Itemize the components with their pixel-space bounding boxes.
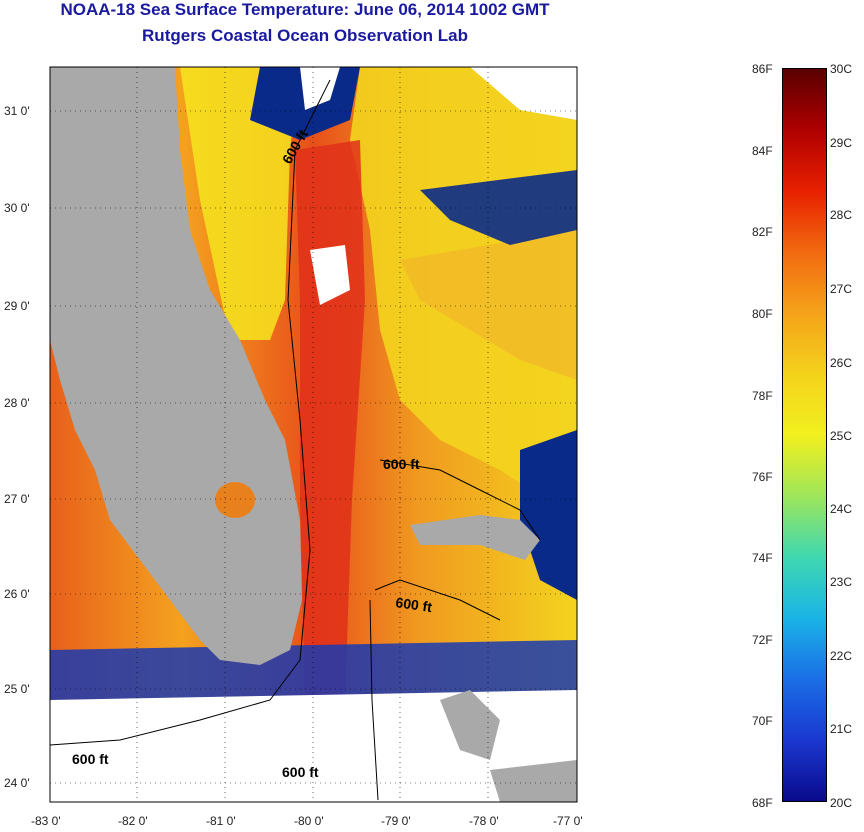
colorbar-c-label: 30C (830, 62, 853, 76)
colorbar-c-label: 24C (830, 502, 853, 516)
cloud-northeast (470, 67, 577, 120)
colorbar-c-label: 20C (830, 796, 853, 810)
lon-label: -83 0' (31, 814, 61, 828)
colorbar-c-label: 28C (830, 208, 853, 222)
lat-label: 25 0' (4, 682, 30, 696)
latitude-axis: 31 0' 30 0' 29 0' 28 0' 27 0' 26 0' 25 0… (4, 104, 30, 790)
lat-label: 24 0' (4, 776, 30, 790)
colorbar-c-label: 27C (830, 282, 853, 296)
contour-600ft-bahamas (379, 459, 541, 541)
map-plot-area: 600 ft 600 ft 600 ft 600 ft 600 ft (50, 67, 577, 802)
cloud-south (50, 690, 577, 802)
lon-label: -81 0' (206, 814, 236, 828)
colorbar-c-label: 21C (830, 722, 853, 736)
lon-label: -79 0' (381, 814, 411, 828)
lat-label: 31 0' (4, 104, 30, 118)
lon-label: -78 0' (469, 814, 499, 828)
colorbar-c-label: 25C (830, 429, 853, 443)
colorbar-c-label: 26C (830, 356, 853, 370)
map-title: NOAA-18 Sea Surface Temperature: June 06… (60, 0, 550, 19)
map-subtitle: Rutgers Coastal Ocean Observation Lab (142, 26, 468, 45)
colorbar-f-label: 82F (752, 225, 773, 239)
contour-600ft-south (369, 599, 379, 801)
lon-label: -82 0' (118, 814, 148, 828)
colorbar-f-label: 80F (752, 307, 773, 321)
cold-patch-east (420, 170, 577, 245)
lat-label: 28 0' (4, 396, 30, 410)
colorbar-c-label: 29C (830, 136, 853, 150)
lon-label: -77 0' (553, 814, 583, 828)
lake-okeechobee (215, 482, 255, 518)
colorbar-c-label: 23C (830, 575, 853, 589)
colorbar-f-label: 68F (752, 796, 773, 810)
longitude-axis: -83 0' -82 0' -81 0' -80 0' -79 0' -78 0… (31, 814, 583, 828)
cloud-north (300, 67, 340, 110)
lat-label: 27 0' (4, 492, 30, 506)
cold-patch-bahamas (520, 430, 577, 600)
lat-label: 29 0' (4, 299, 30, 313)
colorbar-c-label: 22C (830, 649, 853, 663)
colorbar-f-label: 76F (752, 470, 773, 484)
contour-label: 600 ft (282, 764, 319, 780)
cloud-patch (310, 245, 350, 305)
bahamas-land (410, 515, 540, 560)
lat-label: 30 0' (4, 201, 30, 215)
colorbar-f-label: 84F (752, 144, 773, 158)
colorbar-f-label: 72F (752, 633, 773, 647)
contour-600ft-florida (50, 79, 331, 746)
colorbar-f-label: 78F (752, 389, 773, 403)
contour-label: 600 ft (383, 456, 420, 472)
contour-label: 600 ft (395, 594, 434, 615)
lon-label: -80 0' (294, 814, 324, 828)
colorbar-f-label: 74F (752, 551, 773, 565)
plot-frame (49, 66, 578, 803)
mid-water-patch (400, 230, 577, 380)
contour-600ft-southeast (374, 579, 501, 621)
colorbar-f-label: 70F (752, 714, 773, 728)
colorbar-f-label: 86F (752, 62, 773, 76)
andros-land (440, 690, 500, 760)
cuba-land (490, 760, 577, 802)
temperature-colorbar (782, 68, 827, 802)
nearshore-cool-band (180, 67, 300, 340)
lat-label: 26 0' (4, 587, 30, 601)
contour-label: 600 ft (72, 751, 109, 767)
